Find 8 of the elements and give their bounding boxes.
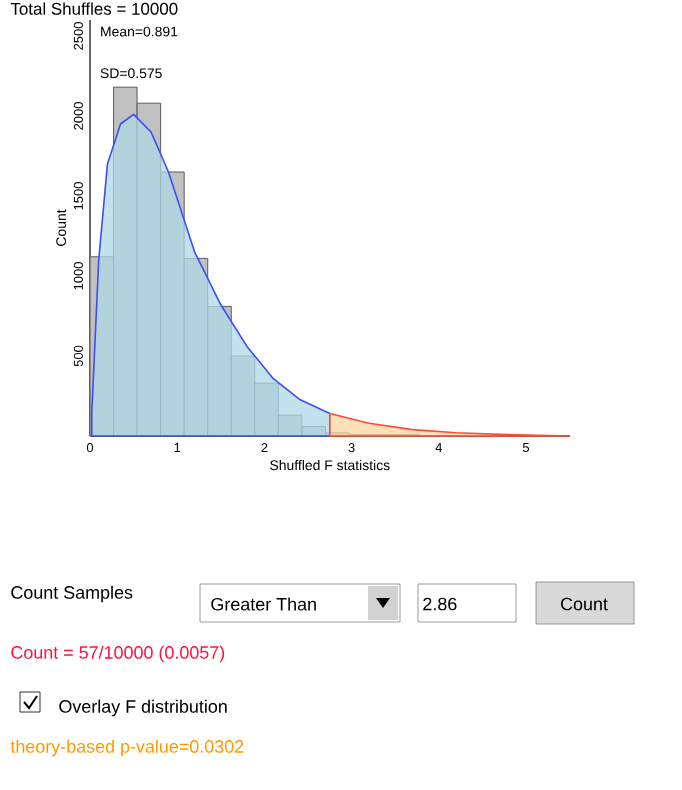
text: Overlay F distribution <box>59 699 227 717</box>
text: Count Samples <box>11 585 133 603</box>
text: Count <box>560 597 608 611</box>
text: Greater Than <box>211 597 316 611</box>
text: theory-based p-value=0.0302 <box>10 739 244 757</box>
text: Count = 57/10000 (0.0057) <box>11 645 225 663</box>
text: 2.86 <box>423 597 457 611</box>
chart-title: Total Shuffles = 10000 <box>10 2 178 15</box>
